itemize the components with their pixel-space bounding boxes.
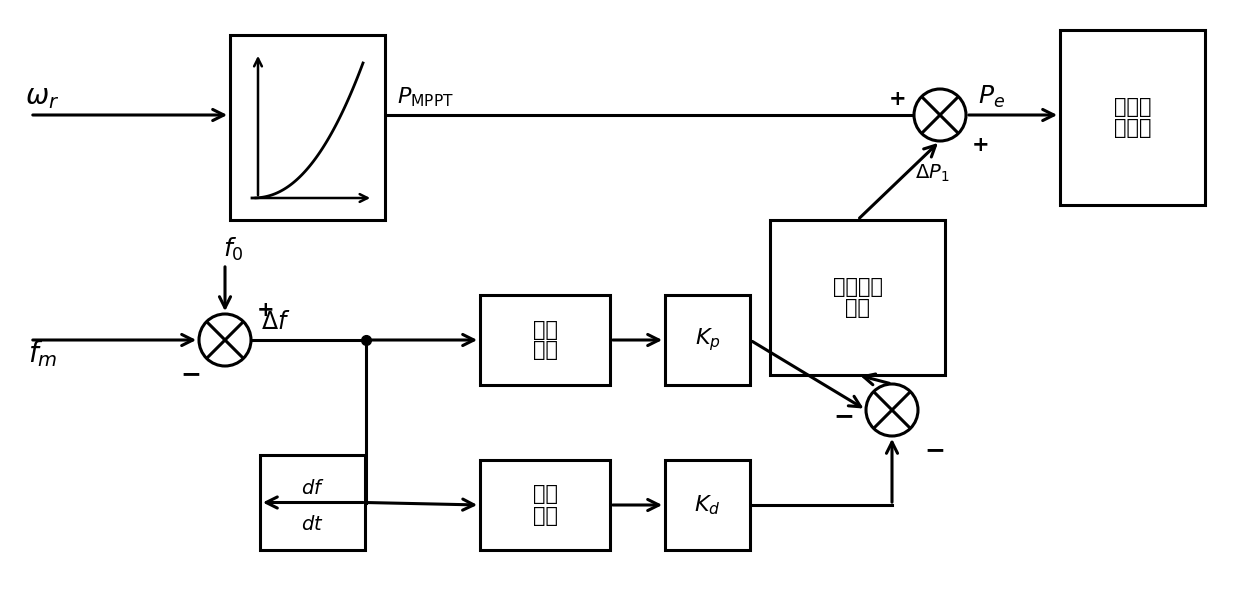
Text: 高通: 高通 (533, 320, 558, 339)
Text: $f_0$: $f_0$ (223, 236, 243, 262)
Text: 保护: 保护 (845, 298, 870, 318)
Bar (260, 455, 366, 550)
Bar (665, 295, 750, 385)
Text: +: + (256, 300, 275, 320)
Bar (230, 35, 385, 220)
Circle shape (866, 384, 918, 436)
Text: +: + (890, 89, 907, 109)
Text: $\Delta P_1$: $\Delta P_1$ (914, 163, 949, 185)
Text: $f_m$: $f_m$ (28, 339, 57, 370)
Text: −: − (834, 404, 855, 428)
Text: $\omega_r$: $\omega_r$ (25, 83, 59, 111)
Circle shape (914, 89, 966, 141)
Text: +: + (973, 135, 990, 155)
Text: 转子侧: 转子侧 (1114, 97, 1151, 117)
Text: 滤波: 滤波 (533, 340, 558, 361)
Text: 低通: 低通 (533, 485, 558, 504)
Bar (479, 460, 610, 550)
Text: $dt$: $dt$ (301, 515, 323, 534)
Circle shape (199, 314, 252, 366)
Bar (769, 220, 945, 375)
Text: $K_d$: $K_d$ (694, 493, 721, 517)
Bar (479, 295, 610, 385)
Text: −: − (924, 438, 945, 462)
Text: $K_p$: $K_p$ (695, 326, 720, 353)
Text: $P_e$: $P_e$ (978, 84, 1005, 110)
Text: 转速限值: 转速限值 (833, 277, 882, 297)
Text: −: − (181, 362, 202, 386)
Text: 滤波: 滤波 (533, 505, 558, 526)
Text: $P_{\rm MPPT}$: $P_{\rm MPPT}$ (396, 85, 455, 109)
Text: 变流器: 变流器 (1114, 118, 1151, 138)
Bar (1061, 30, 1206, 205)
Text: $df$: $df$ (301, 479, 325, 498)
Bar (665, 460, 750, 550)
Text: $\Delta f$: $\Delta f$ (261, 310, 290, 334)
